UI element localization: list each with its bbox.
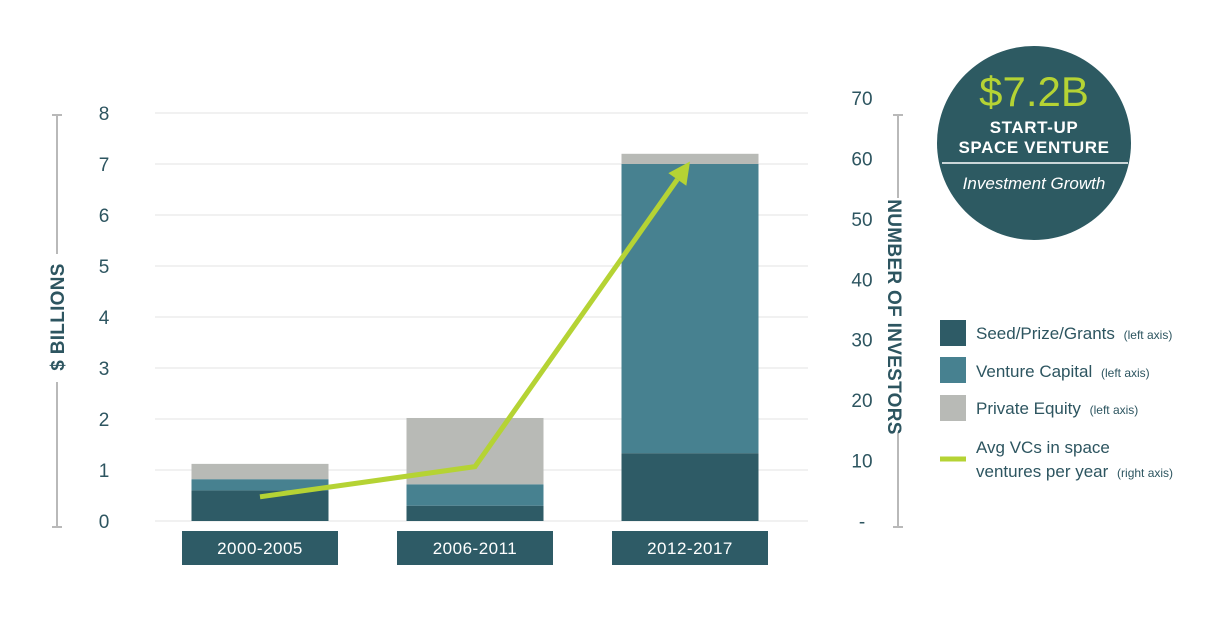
right-tick-label: 40 <box>851 270 872 291</box>
left-tick-label: 3 <box>99 359 110 380</box>
investment-badge: $7.2B START-UP SPACE VENTURE Investment … <box>937 46 1131 240</box>
left-tick-label: 7 <box>99 155 110 176</box>
bar-segment <box>191 463 329 480</box>
legend-line-name: ventures per year <box>976 462 1109 481</box>
bar-segment <box>406 505 544 521</box>
left-tick-label: 2 <box>99 410 110 431</box>
legend-label-seed: Seed/Prize/Grants (left axis) <box>976 324 1172 343</box>
left-tick-label: 6 <box>99 206 110 227</box>
left-axis-title: $ BILLIONS <box>48 263 69 371</box>
legend-label-pe: Private Equity (left axis) <box>976 399 1138 418</box>
legend-label-vc: Venture Capital (left axis) <box>976 362 1150 381</box>
category-label: 2000-2005 <box>217 539 303 558</box>
right-axis-title: NUMBER OF INVESTORS <box>883 199 904 434</box>
legend-swatch-seed <box>940 320 966 346</box>
legend-seed-name: Seed/Prize/Grants <box>976 324 1115 343</box>
category-box <box>397 531 553 565</box>
legend-label-line-1: Avg VCs in space <box>976 438 1110 457</box>
badge-subtitle: Investment Growth <box>963 174 1106 193</box>
category-box <box>182 531 338 565</box>
legend-label-line-2: ventures per year (right axis) <box>976 462 1173 481</box>
line-series-arrowhead <box>668 161 690 186</box>
legend-swatch-vc <box>940 357 966 383</box>
legend-swatch-pe <box>940 395 966 421</box>
category-labels: 2000-2005 2006-2011 2012-2017 <box>182 531 768 565</box>
category-label: 2012-2017 <box>647 539 733 558</box>
right-axis-ticks: - 10 20 30 40 50 60 70 <box>851 89 872 533</box>
legend-vc-note: (left axis) <box>1101 366 1150 380</box>
bar-segment <box>406 484 544 506</box>
left-tick-label: 0 <box>99 512 110 533</box>
left-tick-label: 8 <box>99 104 110 125</box>
right-tick-label: - <box>859 512 865 533</box>
left-tick-label: 4 <box>99 308 110 329</box>
category-label: 2006-2011 <box>433 539 518 558</box>
badge-circle <box>937 46 1131 240</box>
axis-brackets <box>52 114 903 528</box>
right-tick-label: 60 <box>851 149 872 170</box>
category-box <box>612 531 768 565</box>
left-tick-label: 5 <box>99 257 110 278</box>
bar-segment <box>621 153 759 164</box>
bar-segment <box>621 164 759 454</box>
line-series <box>259 161 691 500</box>
right-tick-label: 70 <box>851 89 872 110</box>
right-tick-label: 50 <box>851 210 872 231</box>
legend-vc-name: Venture Capital <box>976 362 1092 381</box>
left-axis-ticks: 0 1 2 3 4 5 6 7 8 <box>99 104 110 533</box>
right-tick-label: 10 <box>851 452 872 473</box>
legend-pe-name: Private Equity <box>976 399 1081 418</box>
badge-value: $7.2B <box>979 68 1089 115</box>
legend-pe-note: (left axis) <box>1090 403 1139 417</box>
bar-segment <box>191 479 329 491</box>
left-tick-label: 1 <box>99 461 110 482</box>
badge-title-line2: SPACE VENTURE <box>958 138 1109 157</box>
bar-segment <box>621 453 759 521</box>
badge-title-line1: START-UP <box>990 118 1079 137</box>
legend-seed-note: (left axis) <box>1124 328 1173 342</box>
legend-line-note: (right axis) <box>1117 466 1173 480</box>
right-tick-label: 30 <box>851 331 872 352</box>
right-tick-label: 20 <box>851 391 872 412</box>
legend: Seed/Prize/Grants (left axis) Venture Ca… <box>940 320 1173 481</box>
